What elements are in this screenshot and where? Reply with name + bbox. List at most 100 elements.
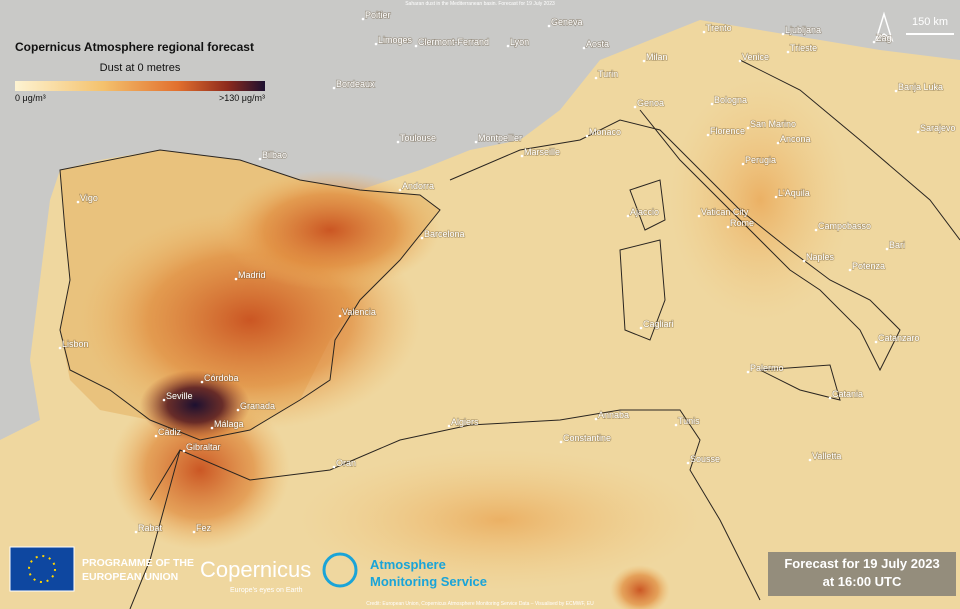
city-label: Genoa [637, 98, 664, 108]
city-dot [474, 140, 478, 144]
city-label: Granada [240, 401, 275, 411]
cams-line2: Monitoring Service [370, 574, 487, 589]
city-dot [338, 314, 342, 318]
city-dot [332, 465, 336, 469]
city-label: L'Aquila [778, 188, 810, 198]
city-label: Turin [598, 69, 618, 79]
cams-line1: Atmosphere [370, 557, 446, 572]
city-label: Barcelona [424, 229, 465, 239]
city-label: Bari [889, 240, 905, 250]
city-label: Lyon [510, 37, 529, 47]
city-dot [702, 30, 706, 34]
dust-plume [110, 390, 290, 550]
city-dot [374, 42, 378, 46]
city-dot [234, 277, 238, 281]
legend-colorbar [15, 81, 265, 91]
cams-logo [322, 552, 358, 588]
legend-title: Copernicus Atmosphere regional forecast [15, 40, 254, 54]
city-dot [76, 200, 80, 204]
city-dot [639, 326, 643, 330]
city-label: Aosta [586, 39, 609, 49]
city-dot [642, 59, 646, 63]
city-dot [697, 214, 701, 218]
city-dot [686, 461, 690, 465]
city-dot [420, 236, 424, 240]
city-dot [547, 24, 551, 28]
city-dot [872, 40, 876, 44]
city-dot [802, 259, 806, 263]
city-label: Poitier [365, 10, 391, 20]
city-dot [134, 530, 138, 534]
city-label: Sousse [690, 454, 720, 464]
dust-plume [220, 170, 440, 290]
city-label: Córdoba [204, 373, 239, 383]
city-dot [154, 434, 158, 438]
city-dot [258, 157, 262, 161]
city-dot [741, 162, 745, 166]
city-label: Ancona [780, 134, 811, 144]
city-label: Bordeaux [336, 79, 375, 89]
city-dot [192, 530, 196, 534]
city-dot [885, 247, 889, 251]
city-dot [916, 130, 920, 134]
city-dot [559, 440, 563, 444]
city-dot [776, 141, 780, 145]
city-label: Zag [876, 33, 892, 43]
city-label: Valletta [812, 451, 841, 461]
city-label: Geneva [551, 17, 583, 27]
dust-haze [300, 450, 700, 590]
city-label: Clermont-Ferrand [418, 37, 489, 47]
city-label: Toulouse [400, 133, 436, 143]
city-dot [585, 134, 589, 138]
dust-peak [140, 370, 250, 440]
city-dot [710, 102, 714, 106]
city-dot [874, 340, 878, 344]
eu-line2: EUROPEAN UNION [82, 571, 178, 583]
city-dot [361, 17, 365, 21]
city-label: Annaba [598, 410, 629, 420]
legend-max: >130 μg/m³ [219, 93, 265, 103]
city-label: Vigo [80, 193, 98, 203]
eu-flag [9, 546, 75, 592]
legend-subtitle: Dust at 0 metres [100, 62, 181, 74]
city-label: Banja Luka [898, 82, 943, 92]
city-dot [786, 50, 790, 54]
city-dot [332, 86, 336, 90]
caption: Saharan dust in the Mediterranean basin.… [405, 1, 555, 7]
coastlines [59, 59, 960, 609]
city-label: Sarajevo [920, 123, 956, 133]
city-dot [594, 76, 598, 80]
forecast-line2: at 16:00 UTC [823, 574, 902, 589]
city-dot [210, 426, 214, 430]
north-arrow [874, 11, 894, 42]
city-dot [58, 346, 62, 350]
scale-label: 150 km [912, 16, 948, 28]
city-label: Vatican City [701, 207, 749, 217]
eu-line1: PROGRAMME OF THE [82, 557, 194, 569]
city-dot [674, 423, 678, 427]
city-label: Campobasso [818, 221, 871, 231]
city-label: San Marino [750, 119, 796, 129]
city-dot [894, 89, 898, 93]
city-label: Perugia [745, 155, 776, 165]
city-label: Ljubljana [785, 25, 821, 35]
city-label: Milan [646, 52, 668, 62]
city-dot [626, 214, 630, 218]
city-dot [781, 32, 785, 36]
city-label: Andorra [402, 181, 434, 191]
city-label: Rabat [138, 523, 163, 533]
city-dot [633, 105, 637, 109]
city-label: Valencia [342, 307, 376, 317]
cities: Poitier Limoges Clermont-Ferrand Lyon Geneva… [58, 9, 956, 534]
city-dot [814, 228, 818, 232]
city-label: Seville [166, 391, 193, 401]
dust-plume [610, 565, 670, 609]
legend-min: 0 μg/m³ [15, 93, 46, 103]
city-dot [506, 44, 510, 48]
city-label: Marseille [524, 147, 560, 157]
city-label: Fez [196, 523, 212, 533]
city-dot [594, 417, 598, 421]
copernicus-logo: Copernicus [200, 557, 311, 582]
city-dot [706, 133, 710, 137]
